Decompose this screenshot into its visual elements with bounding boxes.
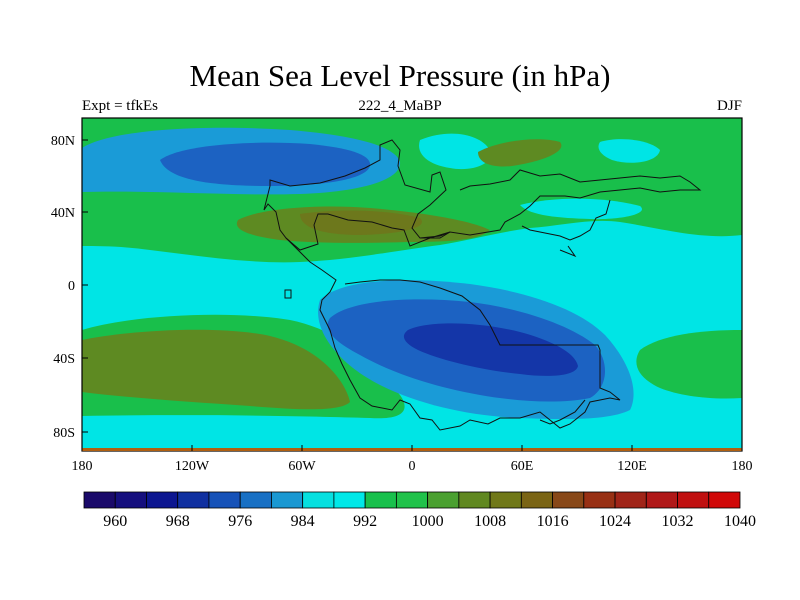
colorbar-label: 1024: [599, 513, 631, 530]
south-olive-west: [82, 329, 350, 410]
colorbar-swatch: [458, 491, 491, 509]
x-tick-label: 0: [409, 459, 416, 474]
colorbar-swatch: [239, 491, 272, 509]
colorbar-label: 1016: [537, 513, 569, 530]
x-tick-label: 60W: [288, 459, 316, 474]
colorbar-swatch: [208, 491, 241, 509]
colorbar-swatch: [614, 491, 647, 509]
north-cyan-patch-2: [520, 198, 642, 220]
season-label: DJF: [716, 98, 742, 114]
south-green-east: [636, 330, 742, 399]
experiment-label: Expt = tfkEs: [82, 98, 158, 114]
coastlines: [263, 139, 702, 431]
period-label: 222_4_MaBP: [358, 98, 442, 114]
colorbar-swatch: [677, 491, 710, 509]
north-low-inner: [160, 142, 371, 186]
colorbar-swatch: [395, 491, 429, 509]
colorbar-swatch: [333, 491, 366, 509]
x-tick-label: 60E: [511, 459, 534, 474]
colorbar-swatch: [302, 491, 335, 509]
y-tick-label: 80S: [53, 426, 75, 441]
colorbar-label: 968: [166, 513, 190, 530]
coast-southeast-asia: [559, 245, 577, 258]
colorbar-label: 1032: [662, 513, 694, 530]
colorbar-swatch: [427, 491, 460, 509]
colorbar-swatch: [583, 491, 616, 509]
coast-australia: [539, 399, 586, 425]
colorbar-label: 1040: [724, 513, 756, 530]
coast-eurasia: [420, 169, 702, 239]
x-tick-label: 180: [732, 459, 753, 474]
colorbar: 960 968 976 984 992 1000 1008 1016 1024 1032 1040: [83, 491, 756, 530]
x-tick-label: 180: [72, 459, 93, 474]
y-tick-label: 40S: [53, 352, 75, 367]
colorbar-label: 992: [353, 513, 377, 530]
x-tick-label: 120E: [617, 459, 647, 474]
colorbar-label: 960: [103, 513, 127, 530]
colorbar-label: 976: [228, 513, 252, 530]
colorbar-swatch: [83, 491, 116, 509]
x-tick-label: 120W: [175, 459, 210, 474]
colorbar-swatch: [364, 491, 397, 509]
y-tick-labels: 80N 40N 0 40S 80S: [51, 134, 75, 441]
map-title: Mean Sea Level Pressure (in hPa): [189, 58, 611, 93]
north-cyan-patch-1: [419, 133, 491, 170]
coast-island: [284, 289, 292, 299]
north-olive-core: [300, 210, 422, 235]
y-tick-label: 40N: [51, 206, 75, 221]
pressure-field: [82, 118, 742, 451]
colorbar-swatch: [114, 491, 147, 509]
colorbar-swatch: [271, 491, 304, 509]
x-tick-labels: 180 120W 60W 0 60E 120E 180: [72, 459, 753, 474]
colorbar-swatch: [645, 491, 678, 509]
coast-east-asia: [521, 199, 611, 241]
colorbar-label: 984: [291, 513, 315, 530]
colorbar-swatch: [146, 491, 179, 509]
north-olive-patch: [478, 139, 562, 167]
coast-central-america: [285, 237, 621, 431]
y-tick-label: 80N: [51, 134, 75, 149]
axis-ticks: [81, 139, 743, 451]
colorbar-swatch: [708, 491, 741, 509]
colorbar-swatch: [520, 491, 553, 509]
colorbar-swatch: [489, 491, 522, 509]
colorbar-swatch: [177, 491, 210, 509]
y-tick-label: 0: [68, 279, 75, 294]
colorbar-label: 1000: [412, 513, 444, 530]
north-cyan-patch-3: [598, 139, 660, 163]
south-low-inner: [403, 323, 578, 376]
colorbar-swatch: [552, 491, 585, 509]
colorbar-label: 1008: [474, 513, 506, 530]
